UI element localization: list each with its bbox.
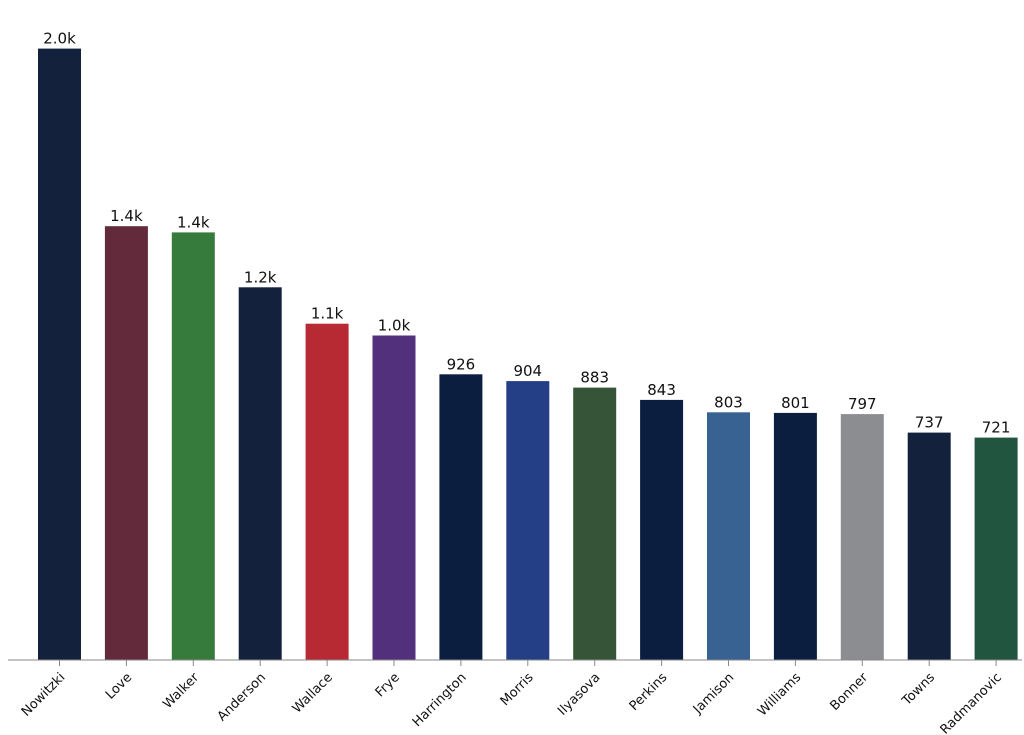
bar-bonner [840, 414, 884, 660]
x-tick-label-towns: Towns [899, 670, 938, 709]
bar-ilyasova [573, 387, 617, 660]
x-tick-label-radmanovic: Radmanovic [938, 670, 1005, 735]
bar-jamison [707, 412, 750, 660]
value-label-frye: 1.0k [378, 317, 411, 335]
x-tick-label-love: Love [103, 670, 135, 702]
value-label-jamison: 803 [714, 393, 743, 411]
x-tick-labels-group: Nowitzki Love Walker Anderson Wallace Frye Har… [19, 670, 1005, 735]
value-label-harrington: 926 [447, 355, 476, 373]
x-tick-label-morris: Morris [498, 670, 537, 709]
x-tick-label-bonner: Bonner [827, 670, 871, 714]
x-tick-label-harrington: Harrington [410, 670, 470, 730]
bar-harrington [439, 374, 483, 660]
bar-perkins [640, 399, 684, 660]
bar-love [104, 226, 148, 660]
x-tick-label-perkins: Perkins [627, 670, 671, 714]
bar-morris [506, 381, 550, 660]
value-label-walker: 1.4k [177, 213, 210, 231]
x-tick-label-nowitzki: Nowitzki [19, 670, 68, 719]
x-tick-label-anderson: Anderson [215, 670, 269, 724]
x-tick-label-ilyasova: Ilyasova [555, 670, 603, 718]
bars-group [38, 48, 1018, 661]
bar-radmanovic [974, 437, 1018, 660]
value-labels-group: 2.0k 1.4k 1.4k 1.2k 1.1k 1.0k 926 904 883 843 803 8… [43, 30, 1010, 437]
value-label-towns: 737 [915, 414, 944, 432]
value-label-love: 1.4k [110, 207, 143, 225]
value-label-bonner: 797 [848, 395, 877, 413]
x-tick-label-jamison: Jamison [690, 670, 737, 717]
value-label-ilyasova: 883 [580, 369, 609, 387]
bar-frye [372, 335, 416, 660]
value-label-nowitzki: 2.0k [43, 30, 76, 48]
x-tick-label-williams: Williams [755, 670, 804, 719]
x-tick-label-frye: Frye [373, 670, 403, 700]
bar-towns [907, 432, 951, 660]
value-label-wallace: 1.1k [311, 305, 344, 323]
value-label-anderson: 1.2k [244, 268, 277, 286]
x-ticks-group [59, 660, 997, 666]
x-tick-label-walker: Walker [160, 670, 202, 712]
bar-walker [171, 232, 215, 660]
x-tick-label-wallace: Wallace [290, 670, 336, 716]
bar-nowitzki [38, 48, 81, 661]
value-label-williams: 801 [781, 394, 810, 412]
bar-anderson [238, 287, 282, 660]
value-label-radmanovic: 721 [982, 419, 1011, 437]
bar-wallace [305, 323, 349, 660]
value-label-morris: 904 [513, 362, 542, 380]
bar-williams [773, 412, 817, 660]
value-label-perkins: 843 [647, 381, 676, 399]
